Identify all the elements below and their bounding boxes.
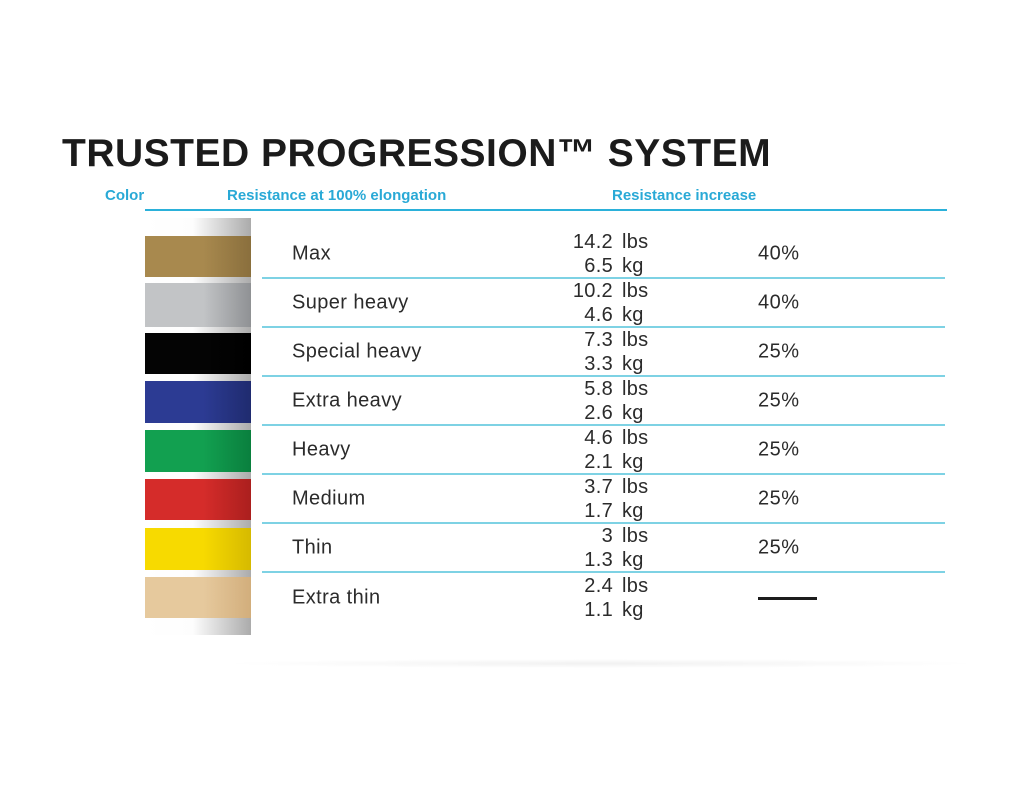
resistance-values: 3 lbs 1.3 kg [551, 524, 648, 572]
table-row: Extra thin 2.4 lbs 1.1 kg [262, 573, 945, 622]
row-label: Heavy [292, 438, 351, 460]
resistance-lbs-value: 7.3 [584, 328, 613, 351]
increase-value: 25% [758, 487, 800, 509]
resistance-kg-value: 1.7 [584, 499, 613, 522]
row-label: Extra thin [292, 586, 381, 608]
kg-unit-label: kg [622, 450, 644, 473]
color-band-silver [145, 283, 251, 327]
resistance-values: 4.6 lbs 2.1 kg [551, 426, 648, 474]
table-row: Extra heavy 5.8 lbs 2.6 kg 25% [262, 377, 945, 426]
resistance-lbs-value: 3.7 [584, 475, 613, 498]
kg-unit-label: kg [622, 548, 644, 571]
resistance-lbs-value: 5.8 [584, 377, 613, 400]
resistance-lbs-value: 2.4 [584, 574, 613, 597]
column-header-color: Color [105, 187, 145, 204]
color-band-gold [145, 236, 251, 277]
kg-unit-label: kg [622, 254, 644, 277]
resistance-lbs-value: 3 [601, 524, 613, 547]
color-band-strip [145, 218, 251, 635]
color-band-tan [145, 577, 251, 618]
lbs-unit-label: lbs [622, 230, 649, 253]
column-header-increase: Resistance increase [612, 187, 757, 204]
lbs-unit-label: lbs [622, 574, 649, 597]
resistance-kg-value: 1.1 [584, 598, 613, 621]
color-band-black [145, 333, 251, 374]
kg-unit-label: kg [622, 352, 644, 375]
color-band-green [145, 430, 251, 472]
table-row: Thin 3 lbs 1.3 kg 25% [262, 524, 945, 573]
row-label: Max [292, 242, 331, 264]
resistance-lbs-value: 14.2 [572, 230, 613, 253]
lbs-unit-label: lbs [622, 426, 649, 449]
resistance-lbs-value: 4.6 [584, 426, 613, 449]
resistance-lbs-value: 10.2 [572, 279, 613, 302]
resistance-kg-value: 3.3 [584, 352, 613, 375]
row-label: Thin [292, 536, 333, 558]
column-header-resistance: Resistance at 100% elongation [227, 187, 447, 204]
resistance-values: 10.2 lbs 4.6 kg [551, 279, 648, 327]
bottom-shadow [228, 659, 973, 668]
row-label: Super heavy [292, 291, 409, 313]
kg-unit-label: kg [622, 598, 644, 621]
increase-value: 25% [758, 389, 800, 411]
resistance-kg-value: 2.6 [584, 401, 613, 424]
kg-unit-label: kg [622, 401, 644, 424]
increase-value: 40% [758, 242, 800, 264]
row-label: Medium [292, 487, 366, 509]
resistance-values: 2.4 lbs 1.1 kg [551, 574, 648, 622]
increase-value: 25% [758, 340, 800, 362]
increase-value: 40% [758, 291, 800, 313]
resistance-values: 7.3 lbs 3.3 kg [551, 328, 648, 376]
color-band-red [145, 479, 251, 520]
table-row: Max 14.2 lbs 6.5 kg 40% [262, 230, 945, 279]
row-label: Special heavy [292, 340, 422, 362]
kg-unit-label: kg [622, 303, 644, 326]
row-label: Extra heavy [292, 389, 403, 411]
no-increase-dash [758, 596, 817, 600]
increase-value: 25% [758, 438, 800, 460]
color-band-blue [145, 381, 251, 423]
lbs-unit-label: lbs [622, 377, 649, 400]
resistance-values: 14.2 lbs 6.5 kg [551, 230, 648, 278]
table-body: Max 14.2 lbs 6.5 kg 40% Super heavy 10.2… [262, 230, 945, 622]
lbs-unit-label: lbs [622, 279, 649, 302]
resistance-kg-value: 6.5 [584, 254, 613, 277]
resistance-values: 3.7 lbs 1.7 kg [551, 475, 648, 523]
kg-unit-label: kg [622, 499, 644, 522]
lbs-unit-label: lbs [622, 475, 649, 498]
page-title: TRUSTED PROGRESSION™ SYSTEM [62, 132, 772, 175]
resistance-kg-value: 4.6 [584, 303, 613, 326]
lbs-unit-label: lbs [622, 328, 649, 351]
lbs-unit-label: lbs [622, 524, 649, 547]
color-band-yellow [145, 528, 251, 570]
table-row: Heavy 4.6 lbs 2.1 kg 25% [262, 426, 945, 475]
resistance-kg-value: 2.1 [584, 450, 613, 473]
resistance-values: 5.8 lbs 2.6 kg [551, 377, 648, 425]
resistance-kg-value: 1.3 [584, 548, 613, 571]
header-underline [145, 209, 947, 211]
table-row: Medium 3.7 lbs 1.7 kg 25% [262, 475, 945, 524]
increase-value: 25% [758, 536, 800, 558]
table-row: Super heavy 10.2 lbs 4.6 kg 40% [262, 279, 945, 328]
table-row: Special heavy 7.3 lbs 3.3 kg 25% [262, 328, 945, 377]
